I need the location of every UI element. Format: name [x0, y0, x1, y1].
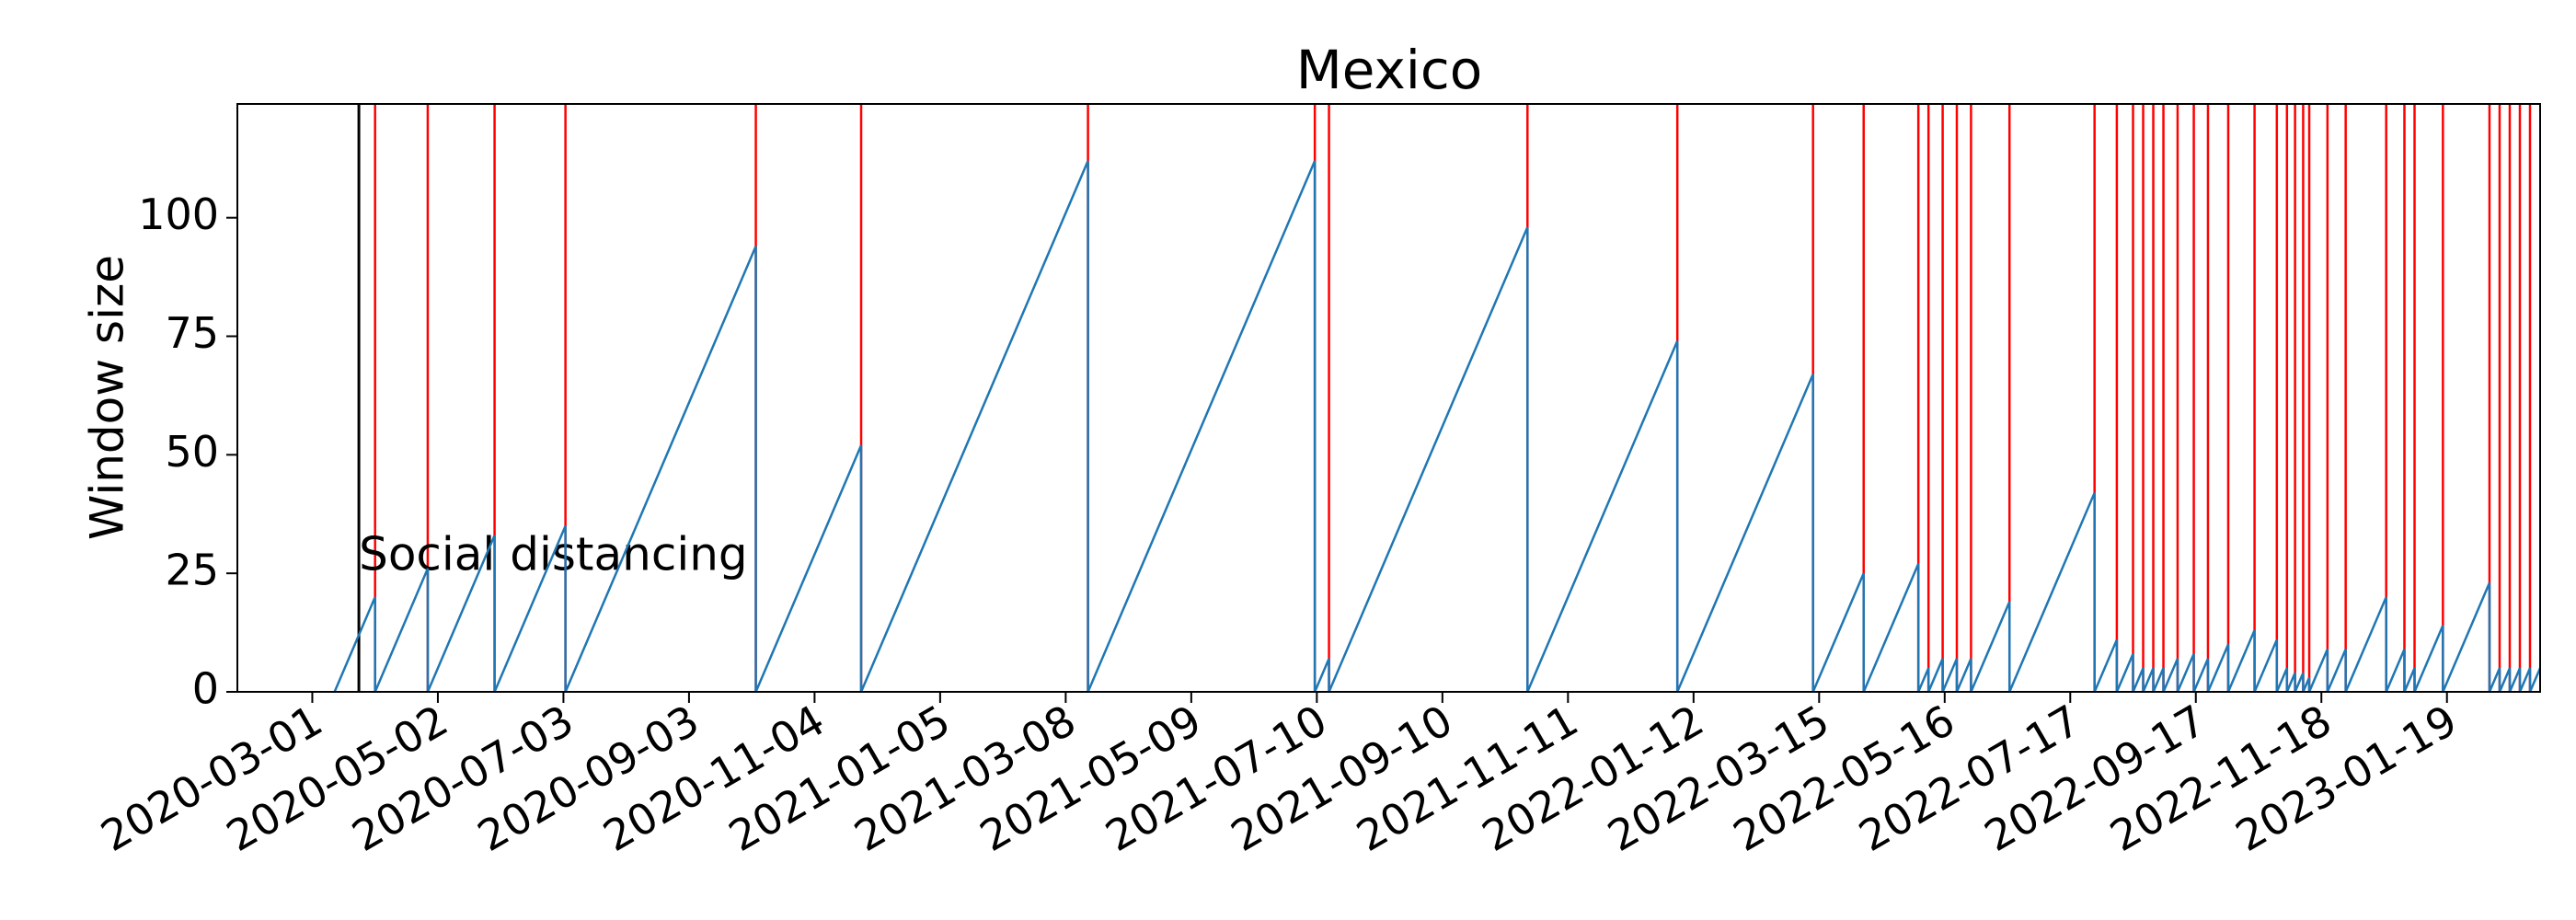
chart-title: Mexico: [1296, 39, 1483, 101]
series-line: [333, 160, 2542, 693]
y-tick-label: 75: [165, 308, 219, 358]
y-axis-label: Window size: [81, 255, 134, 540]
y-tick-label: 25: [165, 546, 219, 595]
y-tick-label: 50: [165, 427, 219, 477]
y-tick-label: 100: [138, 190, 219, 239]
plot-frame: [236, 103, 2541, 693]
y-tick-label: 0: [192, 664, 219, 714]
